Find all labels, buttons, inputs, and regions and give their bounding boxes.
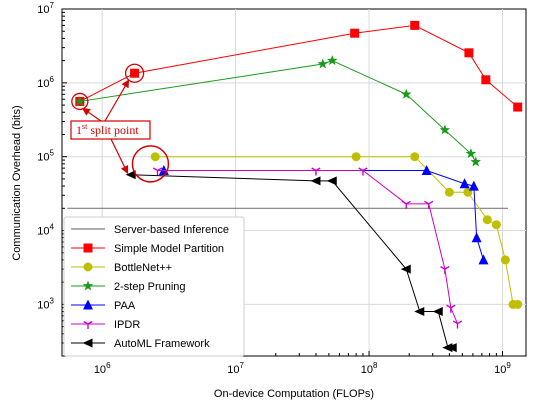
data-point — [410, 152, 420, 162]
legend-label: Simple Model Partition — [114, 243, 224, 255]
data-point — [326, 176, 337, 186]
data-point — [358, 167, 368, 176]
data-point — [410, 20, 420, 30]
data-point — [130, 68, 140, 78]
data-point — [350, 28, 360, 38]
data-point — [513, 102, 523, 112]
legend-entry: PAA — [71, 299, 136, 312]
legend-entry: 2-step Pruning — [71, 280, 186, 293]
legend: Server-based Inference Simple Model Parti… — [63, 216, 245, 357]
data-point — [150, 152, 160, 162]
data-point — [464, 48, 474, 58]
data-point — [446, 304, 456, 313]
data-point — [439, 124, 451, 135]
data-point — [470, 156, 481, 167]
data-point — [468, 180, 479, 191]
highlight-circle — [131, 145, 170, 183]
y-tick-label: 104 — [37, 223, 54, 238]
legend-label: 2-step Pruning — [114, 281, 186, 293]
legend-marker — [82, 280, 94, 291]
series-automl-framework — [125, 170, 457, 353]
data-point — [491, 220, 501, 230]
x-tick-label: 106 — [94, 361, 111, 376]
annotation-arrow — [81, 107, 102, 122]
series-ipdr — [152, 167, 463, 329]
data-point — [424, 200, 434, 209]
y-tick-label: 103 — [37, 296, 54, 311]
data-point — [513, 299, 523, 309]
y-axis-label: Communication Overhead (bits) — [11, 105, 23, 260]
data-point — [401, 88, 412, 99]
data-point — [482, 215, 492, 225]
data-point — [432, 307, 443, 317]
legend-entry: BottleNet++ — [71, 262, 172, 274]
x-tick-label: 109 — [494, 361, 511, 376]
data-point — [351, 152, 361, 162]
data-point — [400, 264, 411, 274]
data-point — [310, 176, 321, 186]
data-point — [311, 167, 321, 176]
data-point — [421, 165, 432, 176]
data-point — [500, 255, 510, 265]
highlight-circle — [71, 92, 89, 111]
legend-marker — [83, 262, 93, 272]
highlight-circle — [124, 63, 145, 83]
data-point — [481, 75, 491, 85]
x-tick-label: 107 — [227, 361, 244, 376]
legend-marker — [83, 299, 93, 310]
legend-label: PAA — [114, 300, 136, 312]
legend-marker — [83, 243, 93, 253]
data-point — [125, 170, 136, 180]
series-line — [155, 156, 518, 305]
annotation-layer: 1st split point — [70, 63, 170, 183]
legend-label: BottleNet++ — [114, 262, 172, 274]
data-point — [327, 55, 338, 66]
series-line — [157, 170, 458, 324]
y-tick-label: 105 — [37, 149, 54, 164]
legend-label: Server-based Inference — [114, 224, 229, 236]
series-layer — [67, 20, 523, 353]
legend-label: IPDR — [114, 319, 140, 331]
data-point — [444, 187, 454, 197]
y-tick-label: 106 — [37, 75, 54, 90]
annotation-box — [70, 120, 151, 140]
data-point — [471, 232, 482, 243]
data-point — [317, 58, 329, 69]
data-point — [452, 320, 463, 329]
data-point — [152, 167, 163, 176]
legend-entry: Simple Model Partition — [71, 243, 224, 255]
series-bottlenet — [150, 152, 523, 309]
y-tick-label: 107 — [37, 1, 54, 16]
data-point — [401, 200, 411, 209]
annotation-arrow — [104, 79, 130, 122]
annotation-label: 1st split point — [76, 122, 139, 137]
legend-entry: IPDR — [71, 319, 140, 331]
series-2-step-pruning — [74, 55, 481, 167]
legend-marker — [83, 320, 93, 329]
legend-label: AutoML Framework — [114, 338, 210, 350]
legend-entry: AutoML Framework — [71, 338, 210, 350]
data-point — [465, 148, 477, 159]
data-point — [414, 307, 425, 317]
data-point — [478, 254, 489, 265]
legend-entry: Server-based Inference — [71, 224, 229, 236]
data-point — [74, 95, 86, 106]
legend-box — [63, 216, 245, 357]
x-tick-label: 108 — [361, 361, 378, 376]
data-point — [440, 266, 450, 275]
x-axis-label: On-device Computation (FLOPs) — [214, 388, 374, 400]
legend-marker — [82, 338, 93, 348]
data-point — [446, 343, 457, 353]
annotation-arrow — [110, 138, 129, 174]
data-point — [459, 178, 470, 189]
